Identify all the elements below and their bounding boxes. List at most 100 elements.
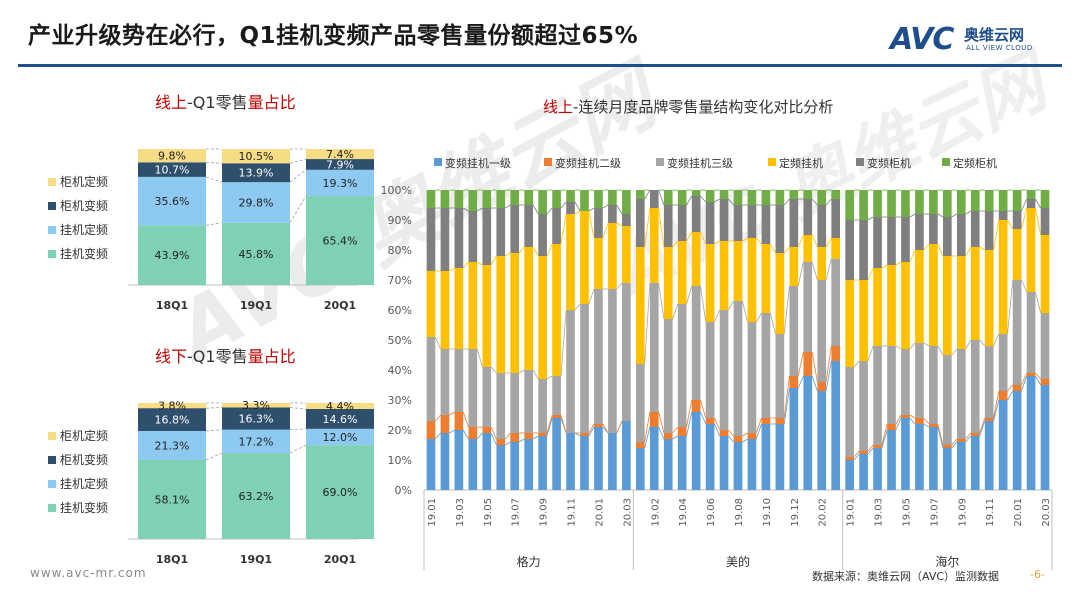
connector-line <box>937 426 944 449</box>
bar-segment <box>998 391 1008 400</box>
bar-segment <box>552 415 561 418</box>
bar-segment <box>831 190 841 199</box>
connector-line <box>811 198 818 206</box>
connector-line <box>616 282 623 290</box>
bar-segment <box>440 208 450 271</box>
bar-segment <box>929 427 938 490</box>
connector-line <box>783 246 790 254</box>
connector-line <box>714 417 721 431</box>
bar-segment <box>817 382 827 391</box>
bar-segment <box>761 205 771 244</box>
data-label: 16.8% <box>155 414 190 427</box>
bar-segment <box>306 149 374 160</box>
bar-segment <box>663 247 673 319</box>
bar-segment <box>1040 385 1050 490</box>
y-tick-label: 70% <box>388 274 412 287</box>
connector-line <box>490 255 497 266</box>
bar-segment <box>426 337 436 421</box>
bar-segment <box>454 349 464 412</box>
x-tick-label: 20.01 <box>1013 498 1024 527</box>
bar-segment <box>538 436 547 490</box>
chart-title: 线上-连续月度品牌零售量结构变化对比分析 <box>543 98 833 116</box>
bar-segment <box>887 217 896 265</box>
bar-segment <box>454 208 464 268</box>
bar-segment <box>306 403 374 409</box>
connector-line <box>923 423 930 428</box>
bar-segment <box>496 256 506 373</box>
connector-line <box>714 309 721 323</box>
connector-line <box>797 351 804 377</box>
title-part: -Q1零售 <box>187 93 248 112</box>
data-label: 13.9% <box>239 167 274 180</box>
bar-segment <box>789 247 799 286</box>
bar-segment <box>943 256 952 355</box>
connector-line <box>783 375 790 419</box>
x-tick-label: 20.01 <box>594 498 605 527</box>
bar-segment <box>1026 190 1036 199</box>
connector-line <box>951 213 958 218</box>
bar-segment <box>998 334 1008 391</box>
connector-line <box>490 426 497 440</box>
legend-label: 柜机定频 <box>60 174 108 189</box>
bar-segment <box>719 241 729 310</box>
connector-line <box>853 453 860 461</box>
title-part: 线上 <box>155 93 187 112</box>
bar-segment <box>859 190 868 220</box>
connector-line <box>616 222 623 227</box>
bar-segment <box>845 457 854 460</box>
bar-segment <box>733 241 743 301</box>
bar-segment <box>482 265 492 367</box>
connector-line <box>602 222 609 239</box>
legend-swatch <box>48 456 56 464</box>
bar-segment <box>887 424 896 430</box>
chart-title: 线下-Q1零售量占比 <box>155 347 296 366</box>
connector-line <box>937 243 944 257</box>
legend-swatch <box>48 504 56 512</box>
bar-segment <box>929 214 938 244</box>
bar-segment <box>663 433 673 439</box>
legend-label: 挂机定频 <box>60 476 108 491</box>
connector-line <box>923 243 930 251</box>
title-part: -Q1零售 <box>187 347 248 366</box>
connector-line <box>1035 198 1042 209</box>
connector-line <box>449 411 455 416</box>
bar-segment <box>984 346 994 418</box>
connector-line <box>490 432 497 446</box>
bar-segment <box>803 352 813 376</box>
bar-segment <box>496 208 506 256</box>
connector-line <box>714 240 720 245</box>
bar-segment <box>468 211 478 262</box>
bar-segment <box>998 400 1008 490</box>
bar-segment <box>789 286 799 376</box>
bar-segment <box>789 376 799 388</box>
data-label: 35.6% <box>155 195 190 208</box>
y-tick-label: 90% <box>388 214 412 227</box>
bar-segment <box>775 205 785 253</box>
bar-segment <box>440 433 450 490</box>
bar-segment <box>440 349 450 415</box>
logo-cn: 奥维云网 <box>964 26 1025 44</box>
connector-line <box>979 420 986 437</box>
connector-line <box>205 161 223 164</box>
bar-segment <box>915 424 924 490</box>
connector-line <box>881 423 888 446</box>
bar-segment <box>943 355 952 445</box>
bar-segment <box>831 199 841 238</box>
connector-line <box>825 198 832 206</box>
bar-segment <box>566 190 575 202</box>
bar-segment <box>138 162 206 177</box>
connector-line <box>1021 279 1028 293</box>
bar-segment <box>426 190 436 208</box>
connector-line <box>797 261 804 287</box>
bar-segment <box>524 433 533 439</box>
x-tick-label: 19.11 <box>567 498 578 527</box>
title-part: -连续月度品牌零售量结构变化对比分析 <box>573 98 833 116</box>
bar-segment <box>747 205 757 238</box>
connector-line <box>783 387 790 425</box>
legend-swatch <box>656 158 664 166</box>
connector-line <box>742 237 748 242</box>
connector-line <box>588 288 595 305</box>
bar-segment <box>649 208 659 283</box>
x-tick-label: 19.06 <box>706 498 717 527</box>
connector-line <box>546 207 553 215</box>
